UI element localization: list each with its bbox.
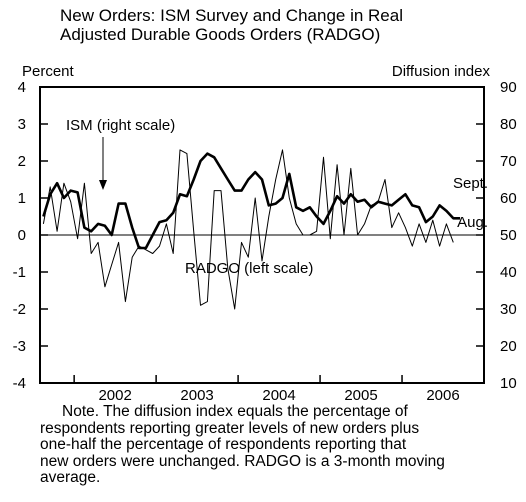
end-label-sept: Sept. xyxy=(453,175,488,192)
note-line-2: respondents reporting greater levels of … xyxy=(40,419,420,437)
note-line-4: new orders were unchanged. RADGO is a 3-… xyxy=(40,452,445,470)
left-tick-label: -1 xyxy=(13,264,26,281)
right-tick-label: 30 xyxy=(500,301,517,318)
left-tick-label: 0 xyxy=(18,227,26,244)
year-label: 2005 xyxy=(344,387,377,400)
right-tick-label: 10 xyxy=(500,375,517,392)
series-line-ism xyxy=(42,152,461,250)
left-tick-label: 4 xyxy=(18,79,26,96)
right-tick-label: 60 xyxy=(500,190,517,207)
right-tick-label: 40 xyxy=(500,264,517,281)
right-axis-title: Diffusion index xyxy=(392,63,491,80)
annotation-ism-label: ISM (right scale) xyxy=(66,117,175,134)
series-line-radgo xyxy=(42,149,454,310)
series-layer xyxy=(42,149,461,310)
left-tick-label: 2 xyxy=(18,153,26,170)
note-line-3: one-half the percentage of respondents r… xyxy=(40,436,407,453)
right-tick-label: 90 xyxy=(500,79,517,96)
end-label-aug: Aug. xyxy=(457,214,488,231)
year-label: 2002 xyxy=(98,387,131,400)
left-tick-label: 3 xyxy=(18,116,26,133)
chart-title: New Orders: ISM Survey and Change in Rea… xyxy=(60,6,500,44)
year-label: 2003 xyxy=(180,387,213,400)
annotation-layer: ISM (right scale) RADGO (left scale) Sept.… xyxy=(66,117,488,277)
annotation-arrow-head xyxy=(99,180,107,190)
left-tick-label: -4 xyxy=(13,375,26,392)
left-axis-title: Percent xyxy=(22,63,75,80)
right-tick-label: 70 xyxy=(500,153,517,170)
chart-title-line-1: New Orders: ISM Survey and Change in Rea… xyxy=(60,6,403,25)
right-tick-label: 80 xyxy=(500,116,517,133)
year-label: 2004 xyxy=(262,387,295,400)
note-line-1: Note. The diffusion index equals the per… xyxy=(62,403,408,420)
year-label: 2006 xyxy=(426,387,459,400)
left-tick-label: -2 xyxy=(13,301,26,318)
right-tick-label: 20 xyxy=(500,338,517,355)
chart-note: Note. The diffusion index equals the per… xyxy=(40,403,510,487)
right-tick-label: 50 xyxy=(500,227,517,244)
note-line-5: average. xyxy=(40,469,101,486)
annotation-radgo-label: RADGO (left scale) xyxy=(185,260,313,277)
chart-title-line-2: Adjusted Durable Goods Orders (RADGO) xyxy=(60,25,381,44)
left-tick-label: -3 xyxy=(13,338,26,355)
chart-plot: Percent Diffusion index 43210-1-2-3-4908… xyxy=(13,63,517,400)
left-tick-label: 1 xyxy=(18,190,26,207)
